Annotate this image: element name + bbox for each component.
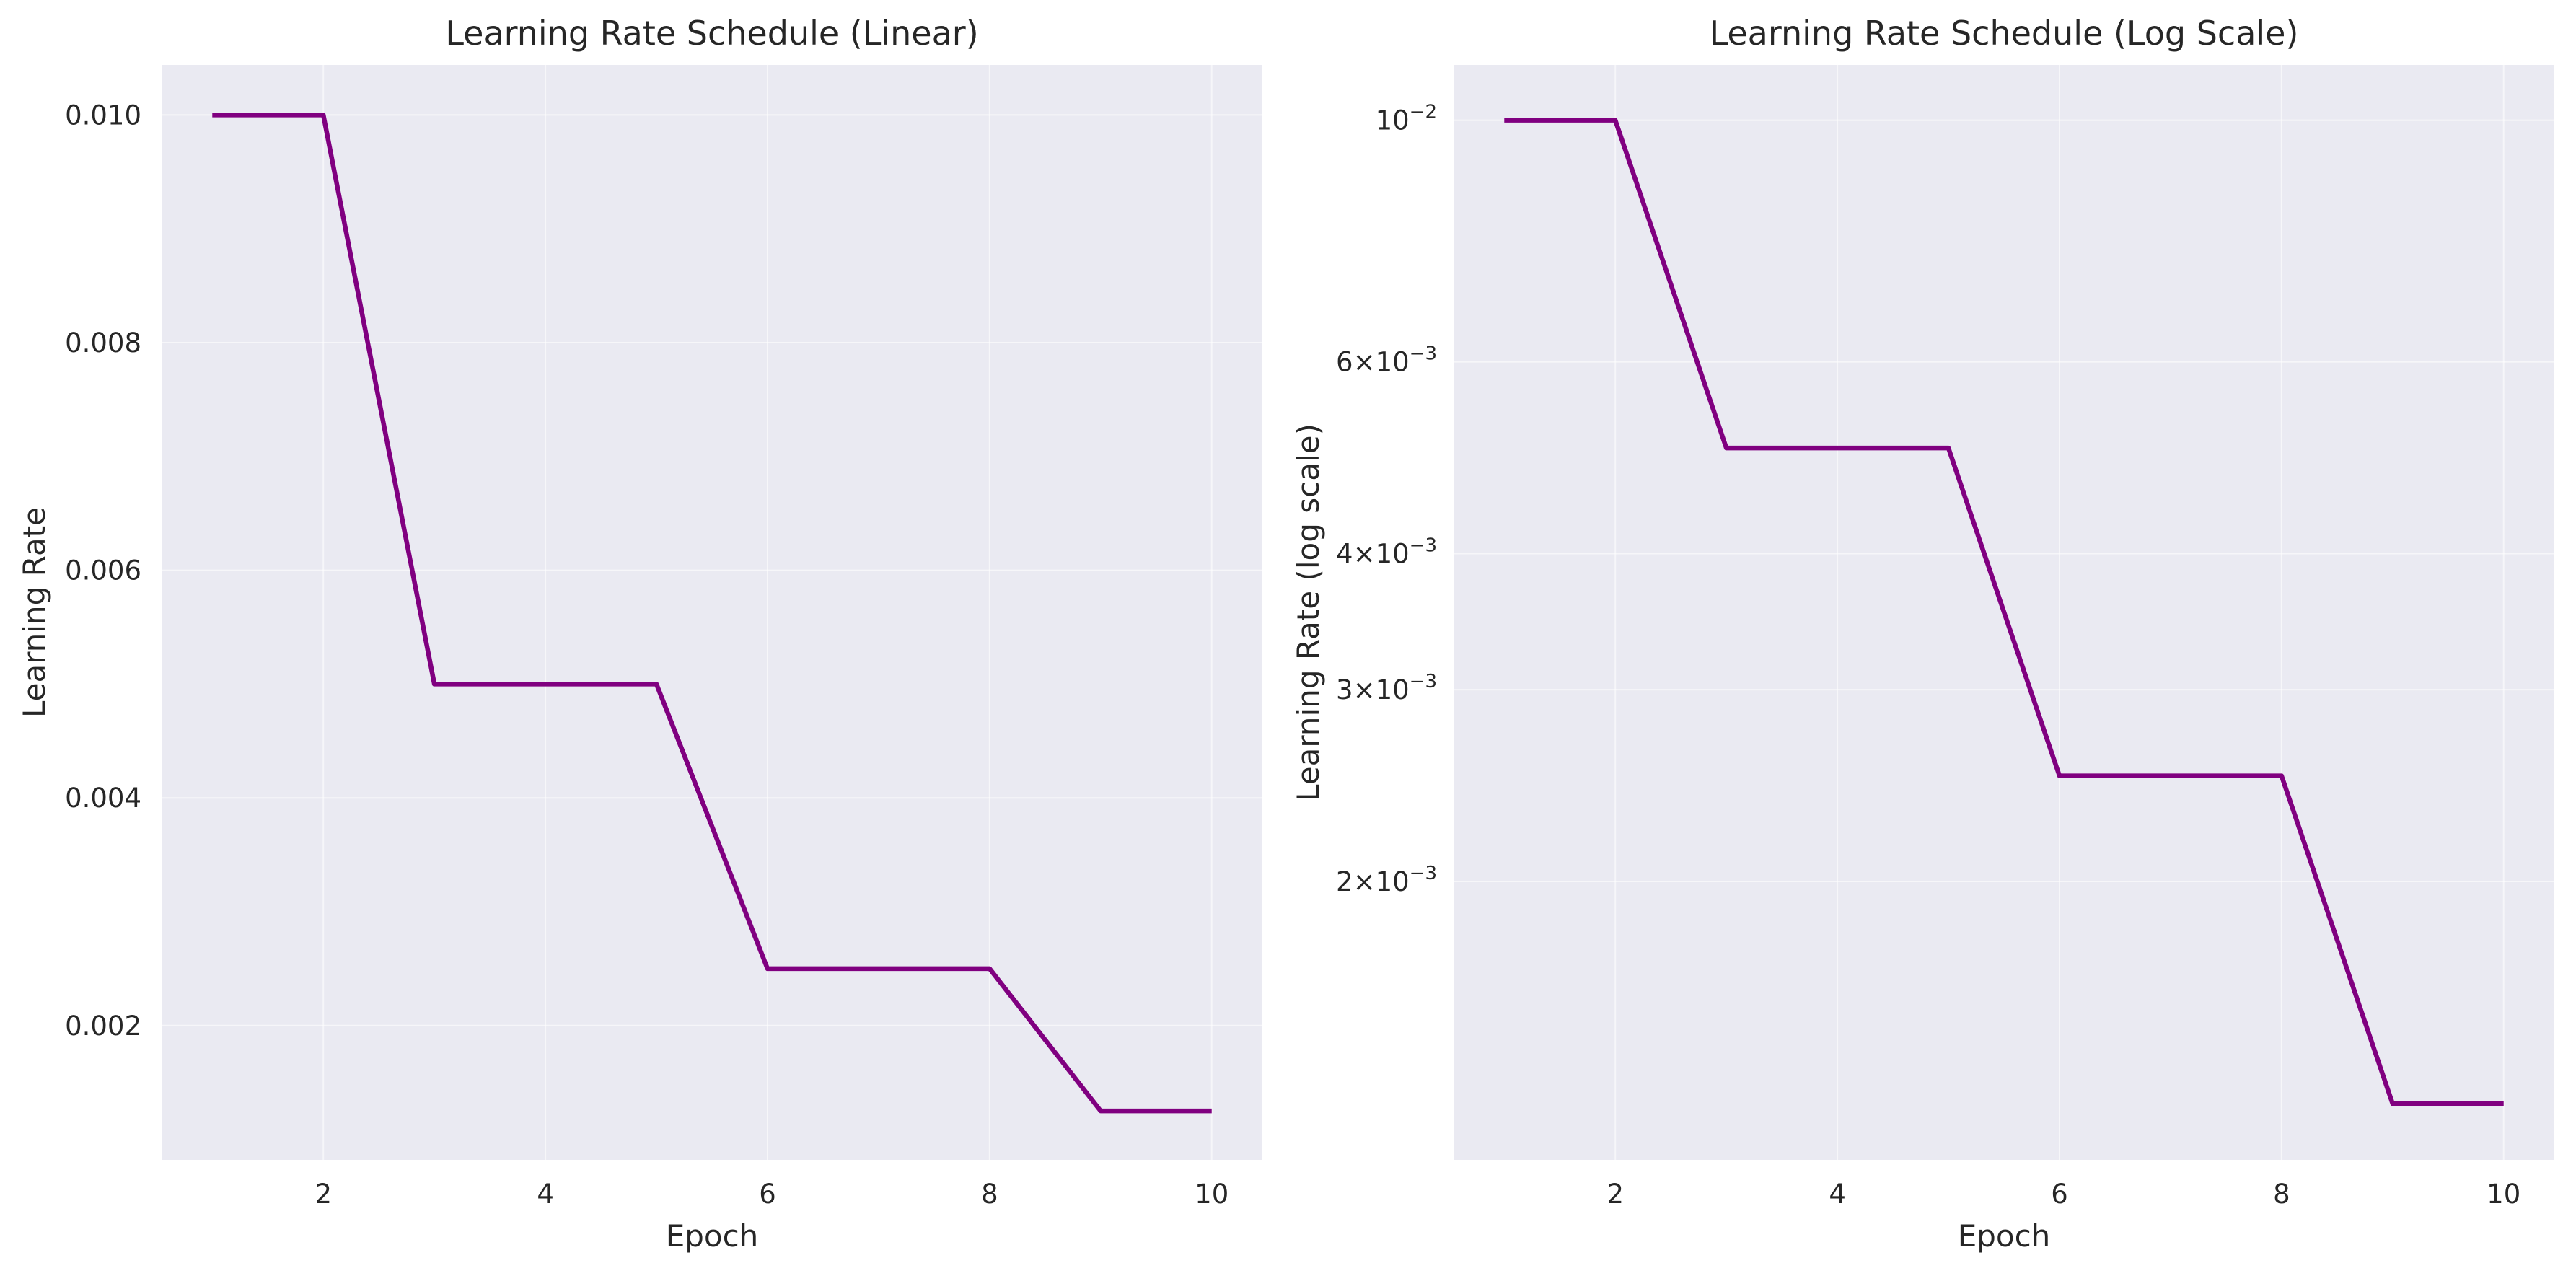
y-tick-label: 0.004 [65,783,141,814]
x-axis-label: Epoch [666,1218,759,1254]
y-tick-label: 0.010 [65,100,141,131]
chart-title: Learning Rate Schedule (Log Scale) [1710,14,2299,53]
x-tick-label: 2 [1606,1179,1624,1210]
linear-chart-panel: 2 4 6 8 10 0.002 0.004 0.006 0.008 0.010 Learning … [17,14,1262,1254]
y-tick-label: 0.008 [65,327,141,358]
x-tick-label: 10 [2487,1179,2520,1210]
learning-rate-line [212,113,1212,1114]
x-tick-label: 4 [1829,1179,1846,1210]
x-tick-label: 8 [2273,1179,2290,1210]
y-tick-label: 3×10−3 [1336,671,1437,705]
y-tick-label: 6×10−3 [1336,343,1437,378]
x-tick-label: 8 [981,1179,998,1210]
x-tick-label: 2 [315,1179,332,1210]
chart-title: Learning Rate Schedule (Linear) [445,14,978,53]
y-tick-label: 2×10−3 [1336,863,1437,897]
y-tick-label: 10−2 [1376,102,1437,136]
log-chart-panel: 2 4 6 8 10 2×10−3 3×10−3 4×10−3 6×10−3 10−2 Learni… [1291,14,2554,1254]
y-tick-label: 0.002 [65,1011,141,1042]
x-tick-label: 4 [537,1179,554,1210]
x-tick-label: 6 [759,1179,776,1210]
plot-area [162,65,1262,1160]
x-tick-label: 10 [1195,1179,1228,1210]
y-tick-label: 4×10−3 [1336,534,1437,569]
y-axis-label: Learning Rate [17,507,52,718]
x-tick-label: 6 [2051,1179,2068,1210]
x-axis-label: Epoch [1958,1218,2051,1254]
y-axis-label: Learning Rate (log scale) [1291,423,1326,801]
y-tick-label: 0.006 [65,555,141,586]
learning-rate-line [1504,118,2504,1106]
